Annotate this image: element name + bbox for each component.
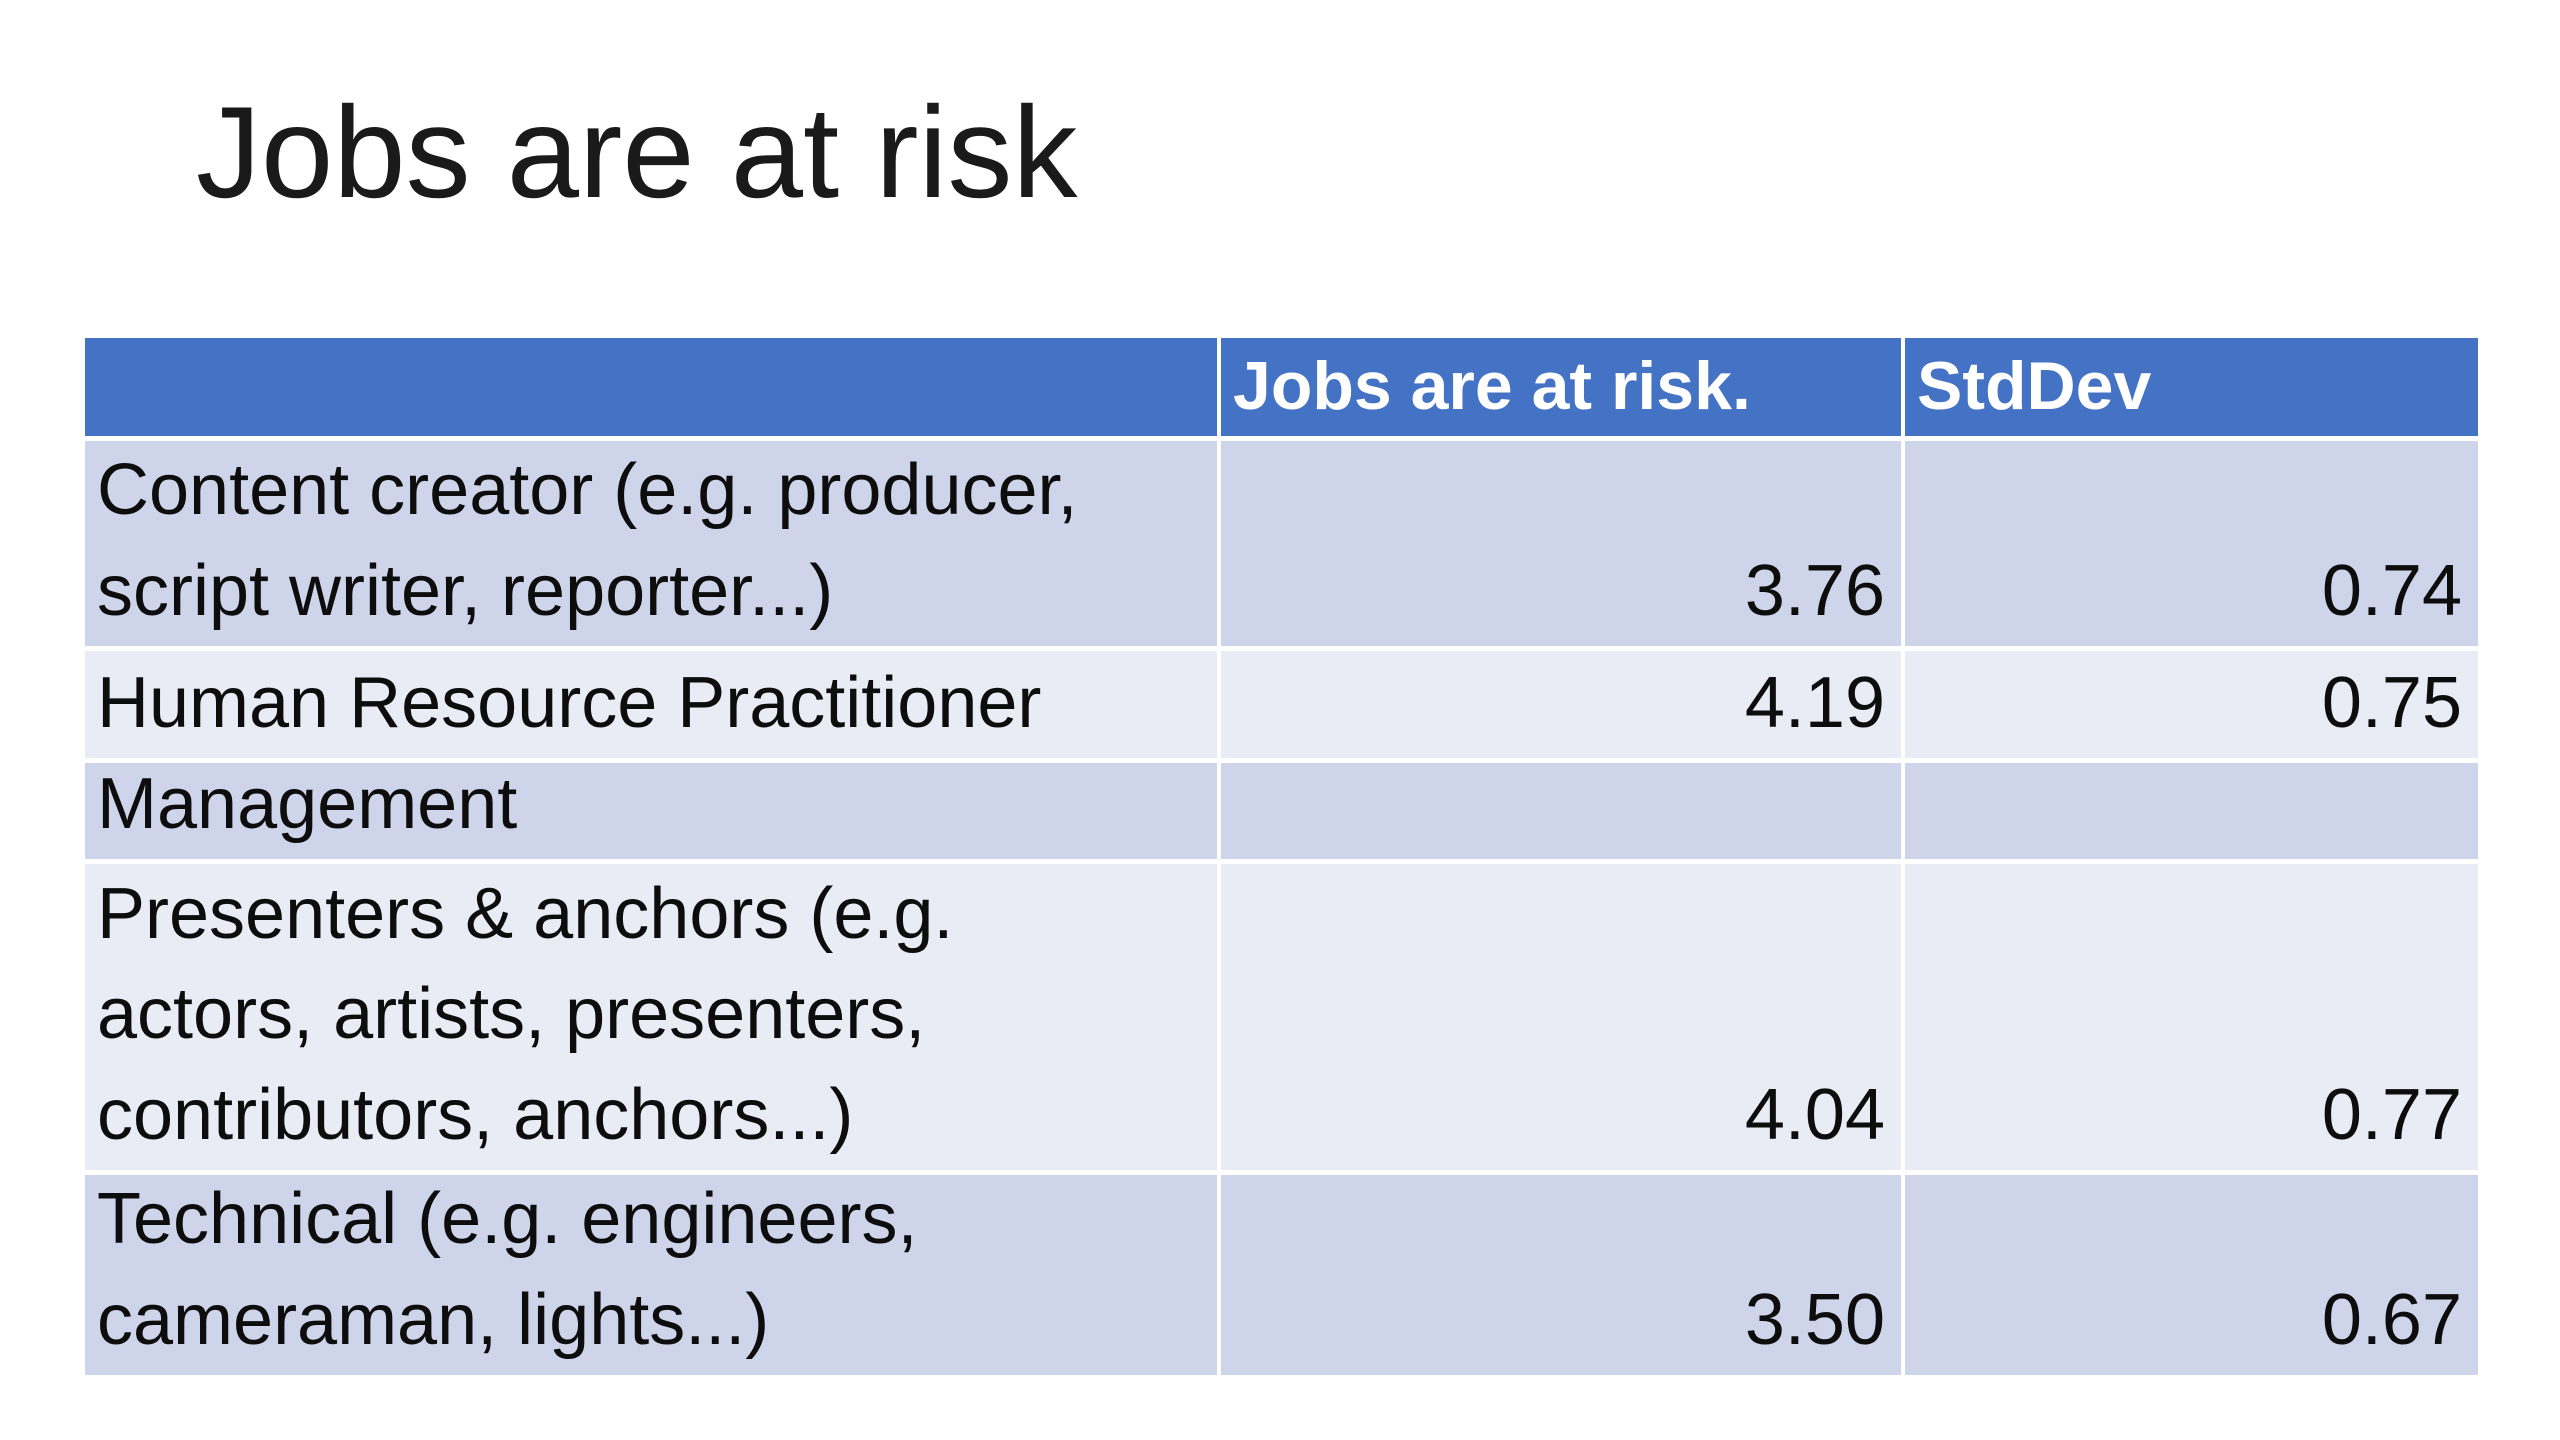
- risk-value-cell: 4.19: [1221, 651, 1905, 758]
- risk-value-cell: 4.04: [1221, 864, 1905, 1170]
- table-row-hr-practitioner: Human Resource Practitioner 4.19 0.75: [85, 651, 2478, 758]
- table-row-content-creator: Content creator (e.g. producer, script wr…: [85, 441, 2478, 646]
- row-label-cell: Technical (e.g. engineers, cameraman, lig…: [85, 1175, 1221, 1375]
- header-cell-stddev: StdDev: [1905, 338, 2478, 436]
- slide-title: Jobs are at risk: [196, 79, 1078, 225]
- risk-value-cell: 3.76: [1221, 441, 1905, 646]
- stddev-value-cell: [1905, 763, 2478, 859]
- row-label-cell: Presenters & anchors (e.g. actors, artist…: [85, 864, 1221, 1170]
- jobs-risk-table: Jobs are at risk. StdDev Content creator…: [85, 338, 2478, 1380]
- table-header-row: Jobs are at risk. StdDev: [85, 338, 2478, 436]
- risk-value-cell: 3.50: [1221, 1175, 1905, 1375]
- stddev-value-cell: 0.74: [1905, 441, 2478, 646]
- header-cell-jobs-at-risk: Jobs are at risk.: [1221, 338, 1905, 436]
- header-cell-empty: [85, 338, 1221, 436]
- table-row-technical: Technical (e.g. engineers, cameraman, lig…: [85, 1175, 2478, 1375]
- table-row-management: Management: [85, 763, 2478, 859]
- row-label-cell: Content creator (e.g. producer, script wr…: [85, 441, 1221, 646]
- risk-value-cell: [1221, 763, 1905, 859]
- stddev-value-cell: 0.77: [1905, 864, 2478, 1170]
- row-label-cell: Management: [85, 763, 1221, 859]
- stddev-value-cell: 0.67: [1905, 1175, 2478, 1375]
- row-label-cell: Human Resource Practitioner: [85, 651, 1221, 758]
- table-row-presenters-anchors: Presenters & anchors (e.g. actors, artist…: [85, 864, 2478, 1170]
- stddev-value-cell: 0.75: [1905, 651, 2478, 758]
